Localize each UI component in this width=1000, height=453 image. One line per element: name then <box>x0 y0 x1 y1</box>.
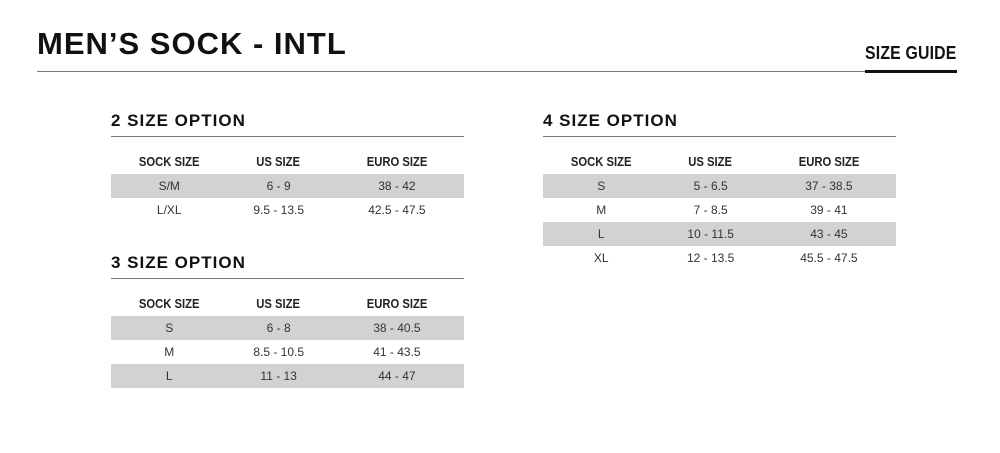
table-cell: 6 - 8 <box>227 316 330 340</box>
table-cell: M <box>596 203 607 217</box>
column-header: US SIZE <box>256 296 301 311</box>
table-cell: 42.5 - 47.5 <box>368 203 426 217</box>
table-header-row: SOCK SIZE US SIZE EURO SIZE <box>111 291 464 316</box>
section-heading: 2 SIZE OPTION <box>111 111 246 130</box>
size-table: SOCK SIZE US SIZE EURO SIZE S 6 - 8 38 - 40.5… <box>111 291 464 388</box>
table-cell: S <box>543 174 660 198</box>
table-cell: S/M <box>111 174 228 198</box>
table-cell: 38 - 42 <box>329 174 464 198</box>
column-header: EURO SIZE <box>366 296 428 311</box>
table-cell: 5 - 6.5 <box>659 174 762 198</box>
table-cell: 7 - 8.5 <box>693 203 728 217</box>
column-header: SOCK SIZE <box>570 154 632 169</box>
table-row: M 7 - 8.5 39 - 41 <box>543 198 896 222</box>
table-cell: M <box>164 345 175 359</box>
table-cell: 10 - 11.5 <box>659 222 762 246</box>
section-heading: 3 SIZE OPTION <box>111 253 246 272</box>
table-cell: 8.5 - 10.5 <box>253 345 305 359</box>
size-table: SOCK SIZE US SIZE EURO SIZE S 5 - 6.5 37 - 38… <box>543 149 896 270</box>
table-row: L/XL 9.5 - 13.5 42.5 - 47.5 <box>111 198 464 222</box>
table-cell: 6 - 9 <box>227 174 330 198</box>
table-cell: S <box>111 316 228 340</box>
table-cell: XL <box>593 251 609 265</box>
table-cell: 11 - 13 <box>227 364 330 388</box>
table-header-row: SOCK SIZE US SIZE EURO SIZE <box>111 149 464 174</box>
table-header-row: SOCK SIZE US SIZE EURO SIZE <box>543 149 896 174</box>
column-header: EURO SIZE <box>366 154 428 169</box>
table-cell: L <box>543 222 660 246</box>
section-divider <box>111 136 464 137</box>
table-cell: 43 - 45 <box>761 222 896 246</box>
table-cell: L/XL <box>156 203 182 217</box>
section-heading: 4 SIZE OPTION <box>543 111 678 130</box>
table-cell: 45.5 - 47.5 <box>800 251 858 265</box>
table-row: M 8.5 - 10.5 41 - 43.5 <box>111 340 464 364</box>
size-guide-underline <box>865 70 957 73</box>
column-header: SOCK SIZE <box>138 154 200 169</box>
size-guide-label: SIZE GUIDE <box>865 43 957 63</box>
three-size-option-section: 3 SIZE OPTION SOCK SIZE US SIZE EURO SIZE S… <box>111 253 464 388</box>
two-size-option-section: 2 SIZE OPTION SOCK SIZE US SIZE EURO SIZE S… <box>111 111 464 222</box>
table-row: L 10 - 11.5 43 - 45 <box>543 222 896 246</box>
title-divider <box>37 71 865 72</box>
size-table: SOCK SIZE US SIZE EURO SIZE S/M 6 - 9 38 - 42… <box>111 149 464 222</box>
table-row: XL 12 - 13.5 45.5 - 47.5 <box>543 246 896 270</box>
table-cell: 41 - 43.5 <box>373 345 421 359</box>
section-divider <box>111 278 464 279</box>
table-cell: L <box>111 364 228 388</box>
table-cell: 9.5 - 13.5 <box>253 203 305 217</box>
table-row: L 11 - 13 44 - 47 <box>111 364 464 388</box>
table-cell: 12 - 13.5 <box>686 251 735 265</box>
table-cell: 37 - 38.5 <box>761 174 896 198</box>
column-header: US SIZE <box>688 154 733 169</box>
column-header: EURO SIZE <box>798 154 860 169</box>
page-title: MEN’S SOCK - INTL <box>37 26 347 61</box>
table-cell: 39 - 41 <box>810 203 848 217</box>
four-size-option-section: 4 SIZE OPTION SOCK SIZE US SIZE EURO SIZE S… <box>543 111 896 270</box>
table-cell: 38 - 40.5 <box>329 316 464 340</box>
table-row: S/M 6 - 9 38 - 42 <box>111 174 464 198</box>
table-cell: 44 - 47 <box>329 364 464 388</box>
section-divider <box>543 136 896 137</box>
column-header: US SIZE <box>256 154 301 169</box>
column-header: SOCK SIZE <box>138 296 200 311</box>
